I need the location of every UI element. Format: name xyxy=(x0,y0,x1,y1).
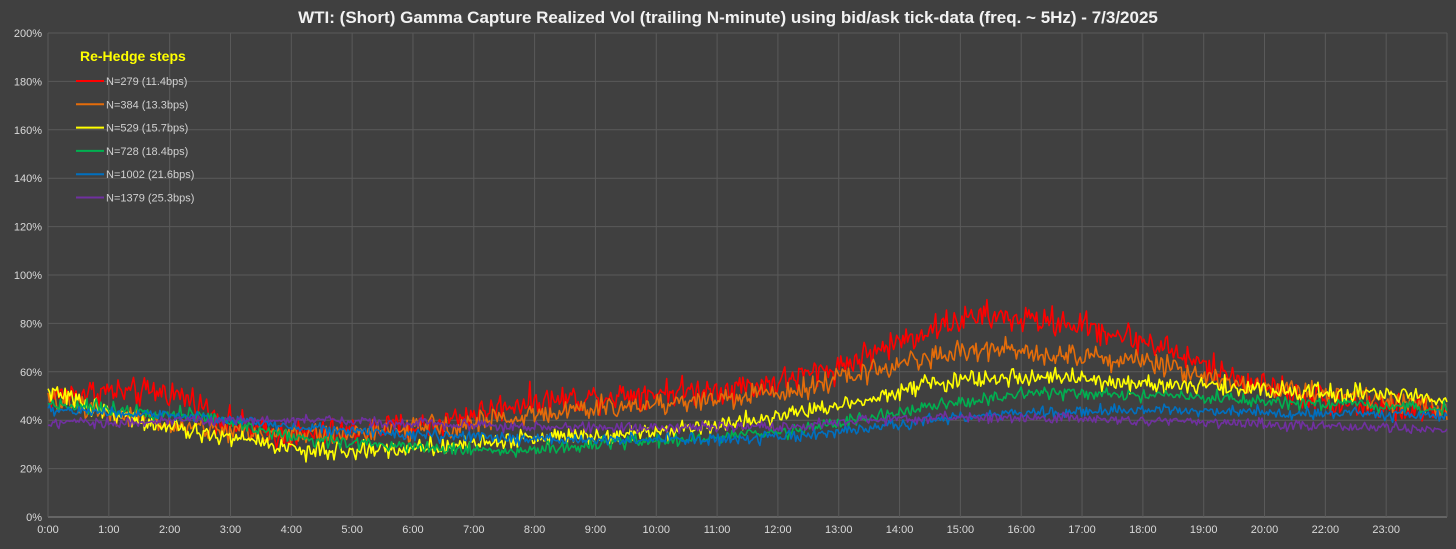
legend-label: N=529 (15.7bps) xyxy=(106,123,188,135)
x-tick-label: 5:00 xyxy=(341,524,362,536)
legend-label: N=728 (18.4bps) xyxy=(106,146,188,158)
x-tick-label: 6:00 xyxy=(402,524,423,536)
series-line-1 xyxy=(47,335,1448,446)
legend: Re-Hedge steps N=279 (11.4bps) N=384 (13.… xyxy=(76,48,194,205)
series-line-0 xyxy=(47,298,1448,449)
legend-title: Re-Hedge steps xyxy=(80,48,186,64)
x-tick-label: 9:00 xyxy=(585,524,606,536)
y-tick-label: 100% xyxy=(14,270,42,282)
x-axis-ticks: 0:00 1:00 2:00 3:00 4:00 5:00 6:00 7:00 8:00 9:00… xyxy=(37,524,1400,536)
x-tick-label: 7:00 xyxy=(463,524,484,536)
x-tick-label: 16:00 xyxy=(1007,524,1035,536)
x-tick-label: 23:00 xyxy=(1372,524,1400,536)
y-tick-label: 200% xyxy=(14,28,42,40)
x-tick-label: 4:00 xyxy=(281,524,302,536)
x-tick-label: 14:00 xyxy=(886,524,914,536)
chart-title: WTI: (Short) Gamma Capture Realized Vol … xyxy=(298,8,1158,27)
y-tick-label: 80% xyxy=(20,318,42,330)
legend-label: N=1002 (21.6bps) xyxy=(106,169,194,181)
y-tick-label: 140% xyxy=(14,173,42,185)
y-tick-label: 20% xyxy=(20,464,42,476)
y-tick-label: 160% xyxy=(14,125,42,137)
x-tick-label: 8:00 xyxy=(524,524,545,536)
x-tick-label: 13:00 xyxy=(825,524,853,536)
x-tick-label: 15:00 xyxy=(947,524,975,536)
x-tick-label: 3:00 xyxy=(220,524,241,536)
series-lines xyxy=(47,298,1448,463)
y-tick-label: 120% xyxy=(14,222,42,234)
x-tick-label: 11:00 xyxy=(704,524,731,536)
x-tick-label: 22:00 xyxy=(1312,524,1340,536)
series-line-4 xyxy=(47,402,1448,447)
y-tick-label: 0% xyxy=(26,512,42,524)
x-tick-label: 12:00 xyxy=(764,524,792,536)
x-tick-label: 17:00 xyxy=(1068,524,1096,536)
y-tick-label: 40% xyxy=(20,415,42,427)
y-axis-ticks: 0% 20% 40% 60% 80% 100% 120% 140% 160% 180% 200% xyxy=(14,28,42,524)
x-tick-label: 19:00 xyxy=(1190,524,1218,536)
x-tick-label: 20:00 xyxy=(1251,524,1279,536)
y-tick-label: 180% xyxy=(14,76,42,88)
x-tick-label: 0:00 xyxy=(37,524,58,536)
legend-label: N=279 (11.4bps) xyxy=(106,76,187,88)
legend-label: N=1379 (25.3bps) xyxy=(106,193,194,205)
x-tick-label: 2:00 xyxy=(159,524,180,536)
x-tick-label: 18:00 xyxy=(1129,524,1157,536)
x-tick-label: 1:00 xyxy=(98,524,119,536)
x-tick-label: 10:00 xyxy=(642,524,670,536)
legend-label: N=384 (13.3bps) xyxy=(106,99,188,111)
series-line-3 xyxy=(47,386,1448,458)
series-line-5 xyxy=(47,410,1448,435)
y-tick-label: 60% xyxy=(20,367,42,379)
